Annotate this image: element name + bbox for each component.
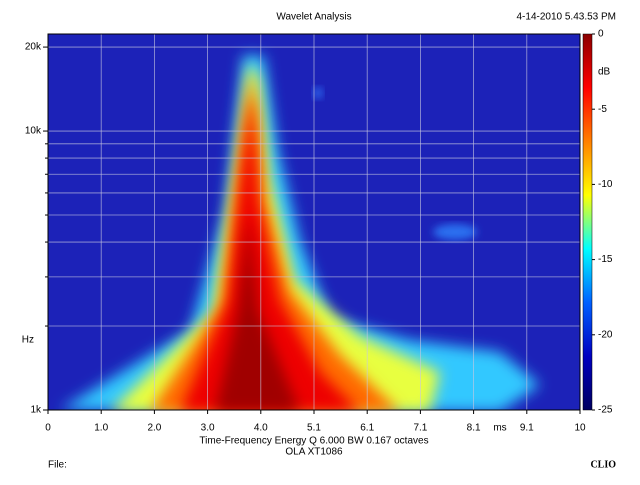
colorbar-tick-label: -20	[598, 329, 613, 340]
plot-frame	[47, 33, 581, 411]
colorbar-tick-label: 0	[598, 29, 604, 40]
x-tick-label: 7.1	[413, 423, 427, 434]
chart-title: Wavelet Analysis	[276, 12, 351, 23]
colorbar-tick-label: -25	[598, 405, 613, 416]
colorbar-tick-label: -10	[598, 179, 613, 190]
x-tick-label: 3.0	[201, 423, 215, 434]
x-tick-label: 1.0	[94, 423, 108, 434]
x-tick-label: 2.0	[147, 423, 161, 434]
x-tick-label: 0	[45, 423, 51, 434]
colorbar-label: dB	[598, 67, 611, 78]
y-tick-label: 10k	[25, 126, 42, 137]
x-tick-label: 10	[574, 423, 586, 434]
x-unit-label: ms	[493, 423, 506, 434]
x-tick-label: 5.1	[307, 423, 321, 434]
colorbar	[582, 33, 593, 411]
heatmap-image	[60, 55, 540, 410]
y-axis-label: Hz	[22, 335, 34, 346]
x-tick-label: 6.1	[360, 423, 374, 434]
file-label: File:	[48, 460, 67, 471]
subtitle: OLA XT1086	[285, 447, 343, 458]
x-axis-label: Time-Frequency Energy Q 6.000 BW 0.167 o…	[199, 436, 428, 447]
brand: CLIO	[590, 459, 616, 470]
x-tick-label: 4.0	[254, 423, 268, 434]
x-tick-label: 9.1	[520, 423, 534, 434]
y-tick-label: 20k	[25, 42, 42, 53]
x-tick-label: 8.1	[467, 423, 481, 434]
timestamp: 4-14-2010 5.43.53 PM	[516, 12, 616, 23]
colorbar-tick-label: -5	[598, 104, 607, 115]
colorbar-tick-label: -15	[598, 254, 613, 265]
y-tick-label: 1k	[30, 405, 42, 416]
